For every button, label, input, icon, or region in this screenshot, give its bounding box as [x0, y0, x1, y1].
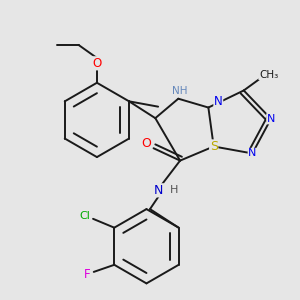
Text: O: O	[92, 57, 101, 70]
Text: F: F	[84, 268, 91, 281]
Text: N: N	[214, 95, 223, 108]
Text: O: O	[141, 137, 151, 151]
Text: S: S	[210, 140, 218, 153]
Text: N: N	[267, 114, 275, 124]
Text: H: H	[170, 185, 178, 195]
Text: N: N	[154, 184, 164, 197]
Text: N: N	[248, 148, 256, 158]
Text: CH₃: CH₃	[259, 70, 278, 80]
Text: NH: NH	[172, 86, 188, 96]
Text: Cl: Cl	[80, 211, 91, 221]
